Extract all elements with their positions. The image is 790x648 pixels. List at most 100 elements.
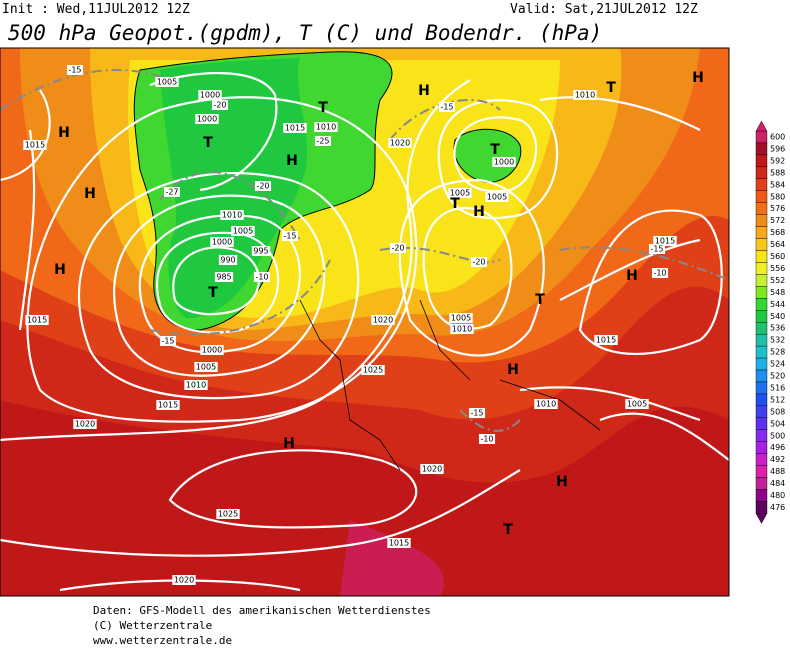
isobar-label: 990 — [220, 256, 235, 265]
temperature-label: -25 — [316, 137, 329, 146]
legend-swatch — [755, 250, 768, 263]
isobar-label-group: 1010 — [450, 324, 474, 334]
legend-swatch — [755, 322, 768, 335]
legend-swatch — [755, 262, 768, 275]
isobar-label-group: 1020 — [172, 575, 196, 585]
temperature-label-box — [314, 136, 332, 146]
isobar-label: 1015 — [596, 336, 616, 345]
legend-swatch — [755, 381, 768, 395]
legend-swatch — [755, 226, 768, 239]
temperature-label-group: -20 — [211, 100, 229, 110]
isobar-label: 1010 — [186, 381, 206, 390]
isobar-label-box — [184, 380, 208, 390]
isobar-label-box — [420, 464, 444, 474]
isobar-label-box — [594, 335, 618, 345]
legend-label: 536 — [770, 324, 785, 333]
pressure-center: H — [507, 362, 519, 378]
isobar-label-box — [200, 345, 224, 355]
temperature-label-group: -10 — [651, 268, 669, 278]
legend-label: 544 — [770, 300, 785, 309]
temperature-label-group: -20 — [470, 257, 488, 267]
pressure-center: H — [556, 474, 568, 490]
temperature-label-group: -10 — [478, 434, 496, 444]
isobar-label-box — [73, 419, 97, 429]
temperature-label: -20 — [213, 101, 226, 110]
legend-swatch — [755, 405, 768, 419]
pressure-center: H — [58, 125, 70, 141]
temperature-label-box — [163, 187, 181, 197]
isobar-label-group: 1000 — [195, 114, 219, 124]
isobar-label-group: 1005 — [155, 77, 179, 87]
temperature-label: -10 — [480, 435, 493, 444]
isobar-label-group: 1005 — [194, 362, 218, 372]
legend-swatch — [755, 489, 768, 502]
map-field — [0, 48, 729, 596]
pressure-center: H — [692, 70, 704, 86]
legend-label: 592 — [770, 156, 785, 165]
isobar-label-box — [216, 509, 240, 519]
isobar-label: 1020 — [390, 139, 410, 148]
isobar-label-group: 1005 — [449, 313, 473, 323]
isobar-label-box — [210, 237, 234, 247]
isobar-label-group: 985 — [214, 272, 234, 282]
pressure-center: T — [606, 80, 616, 96]
legend-swatch — [755, 357, 768, 371]
legend-label: 572 — [770, 216, 785, 225]
isobar-label-box — [283, 123, 307, 133]
isobar-label-group: 1015 — [594, 335, 618, 345]
temperature-label-box — [254, 181, 272, 191]
isobar-label: 1020 — [75, 420, 95, 429]
isobar-label: 1015 — [655, 237, 675, 246]
isobar-label: 1005 — [450, 189, 470, 198]
isobar-label-group: 1015 — [156, 400, 180, 410]
map-frame — [0, 47, 730, 597]
temperature-label-group: -10 — [253, 272, 271, 282]
legend-label: 528 — [770, 348, 785, 357]
temperature-label-box — [159, 336, 177, 346]
isobar-label-group: 1000 — [492, 157, 516, 167]
pressure-center: T — [318, 100, 328, 116]
legend-swatch — [755, 465, 768, 478]
legend-swatch — [755, 393, 768, 407]
isobar-label-group: 1010 — [314, 122, 338, 132]
pressure-center: H — [626, 268, 638, 284]
isobar-label-box — [534, 399, 558, 409]
legend-label: 516 — [770, 383, 785, 392]
pressure-center: H — [473, 204, 485, 220]
isobar-label-group: 1000 — [210, 237, 234, 247]
isobar-label: 1010 — [575, 91, 595, 100]
temperature-label: -15 — [283, 232, 296, 241]
isobar-label: 1000 — [200, 91, 220, 100]
isobar-label-group: 1015 — [283, 123, 307, 133]
temperature-label-box — [438, 102, 456, 112]
legend-label: 500 — [770, 431, 785, 440]
isobar-label-group: 1000 — [200, 345, 224, 355]
isobar-label: 1005 — [451, 314, 471, 323]
isobar-label-box — [214, 272, 234, 282]
legend-label: 588 — [770, 168, 785, 177]
temperature-label-box — [468, 408, 486, 418]
isobar-label: 985 — [216, 273, 231, 282]
legend-label: 584 — [770, 180, 785, 189]
pressure-center: T — [490, 142, 500, 158]
legend-label: 560 — [770, 252, 785, 261]
temperature-label-group: -27 — [163, 187, 181, 197]
legend-label: 496 — [770, 443, 785, 452]
legend-label: 564 — [770, 240, 785, 249]
isobar-label-box — [573, 90, 597, 100]
legend-label: 568 — [770, 228, 785, 237]
temperature-label-box — [478, 434, 496, 444]
isobar-label-box — [220, 210, 244, 220]
legend-label: 512 — [770, 395, 785, 404]
temperature-label-group: -15 — [66, 65, 84, 75]
pressure-center: T — [503, 522, 513, 538]
isobar-label: 1010 — [316, 123, 336, 132]
temperature-label-box — [389, 243, 407, 253]
temperature-label: -20 — [472, 258, 485, 267]
legend-swatch — [755, 345, 768, 359]
isobar-label-group: 1015 — [387, 538, 411, 548]
isobar-label: 1000 — [197, 115, 217, 124]
pressure-center: T — [203, 135, 213, 151]
footer-line: www.wetterzentrale.de — [93, 634, 232, 647]
isobar-label: 995 — [253, 247, 268, 256]
